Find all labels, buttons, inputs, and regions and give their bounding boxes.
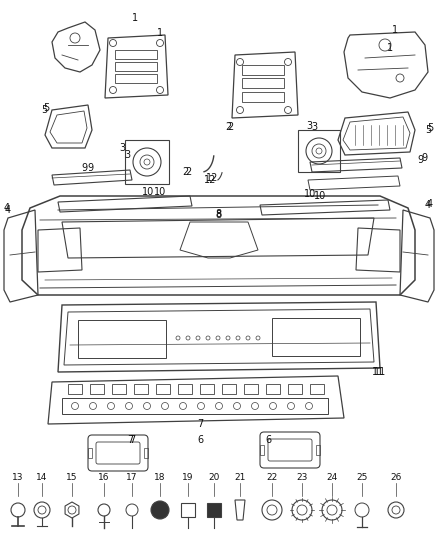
Text: 21: 21	[234, 473, 246, 482]
Text: 10: 10	[154, 187, 166, 197]
Bar	[242, 78, 284, 88]
Text: 3: 3	[119, 143, 125, 153]
Bar	[244, 384, 258, 394]
Text: 4: 4	[5, 205, 11, 215]
Bar	[260, 445, 264, 455]
Text: 8: 8	[215, 210, 221, 220]
Bar	[78, 320, 166, 358]
Bar	[115, 62, 157, 71]
Bar	[112, 384, 126, 394]
Bar	[266, 384, 280, 394]
Bar	[288, 384, 302, 394]
Text: 5: 5	[425, 125, 431, 135]
Text: 25: 25	[356, 473, 367, 482]
Text: 7: 7	[129, 435, 135, 445]
Text: 12: 12	[204, 175, 216, 185]
Text: 3: 3	[311, 122, 317, 132]
Text: 10: 10	[304, 189, 316, 199]
Text: 3: 3	[124, 150, 130, 160]
Text: 1: 1	[387, 43, 393, 53]
Bar	[115, 50, 157, 59]
Bar	[156, 384, 170, 394]
Text: 1: 1	[132, 13, 138, 23]
Text: 9: 9	[421, 153, 427, 163]
Bar	[316, 445, 320, 455]
Text: 5: 5	[41, 105, 47, 115]
Text: 2: 2	[185, 167, 191, 177]
Text: 17: 17	[126, 473, 138, 482]
Text: 24: 24	[326, 473, 338, 482]
Bar	[115, 74, 157, 83]
Bar	[181, 503, 195, 517]
Bar	[90, 384, 104, 394]
Bar	[88, 448, 92, 458]
Text: 7: 7	[197, 419, 203, 429]
Text: 10: 10	[142, 187, 154, 197]
Text: 6: 6	[265, 435, 271, 445]
Bar	[310, 384, 324, 394]
Text: 18: 18	[154, 473, 166, 482]
Text: 9: 9	[417, 155, 423, 165]
Text: 22: 22	[266, 473, 278, 482]
Bar	[144, 448, 148, 458]
Bar	[207, 503, 221, 517]
Text: 5: 5	[427, 123, 433, 133]
Text: 2: 2	[225, 122, 231, 132]
Text: 2: 2	[227, 122, 233, 132]
Bar	[125, 140, 169, 184]
Text: 11: 11	[372, 367, 384, 377]
Text: 14: 14	[36, 473, 48, 482]
Text: 7: 7	[127, 435, 133, 445]
Text: 2: 2	[182, 167, 188, 177]
Bar	[62, 398, 328, 414]
Text: 20: 20	[208, 473, 220, 482]
Circle shape	[151, 501, 169, 519]
Bar	[200, 384, 214, 394]
Text: 9: 9	[87, 163, 93, 173]
Text: 26: 26	[390, 473, 402, 482]
Bar	[298, 130, 340, 172]
Text: 4: 4	[425, 200, 431, 210]
Text: 5: 5	[43, 103, 49, 113]
Text: 12: 12	[206, 173, 218, 183]
Text: 23: 23	[297, 473, 307, 482]
Text: 15: 15	[66, 473, 78, 482]
Bar	[222, 384, 236, 394]
Text: 1: 1	[392, 25, 398, 35]
Bar	[242, 65, 284, 75]
Text: 6: 6	[197, 435, 203, 445]
Text: 19: 19	[182, 473, 194, 482]
Text: 11: 11	[374, 367, 386, 377]
Bar	[178, 384, 192, 394]
Bar	[272, 318, 360, 356]
Text: 8: 8	[215, 209, 221, 219]
Text: 3: 3	[306, 121, 312, 131]
Text: 1: 1	[157, 28, 163, 38]
Text: 4: 4	[427, 199, 433, 209]
Text: 9: 9	[81, 163, 87, 173]
Text: 16: 16	[98, 473, 110, 482]
Bar	[68, 384, 82, 394]
Bar	[242, 92, 284, 102]
Text: 10: 10	[314, 191, 326, 201]
Text: 13: 13	[12, 473, 24, 482]
Bar	[134, 384, 148, 394]
Text: 4: 4	[4, 203, 10, 213]
